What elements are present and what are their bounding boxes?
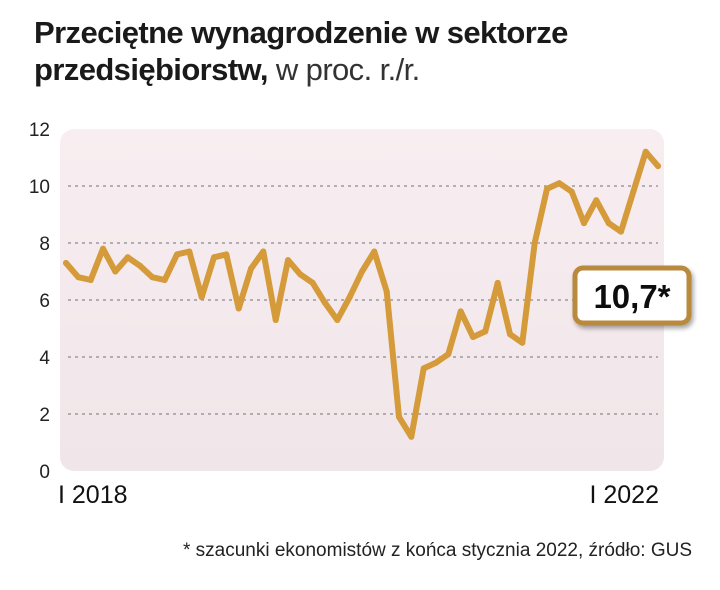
x-tick-label: I 2018	[58, 481, 128, 509]
data-point	[605, 220, 612, 227]
footnote: * szacunki ekonomistów z końca stycznia …	[182, 540, 692, 561]
data-point	[186, 248, 193, 255]
data-point	[309, 279, 316, 286]
data-point	[618, 228, 624, 235]
data-point	[420, 365, 427, 372]
data-point	[531, 240, 538, 246]
value-callout-box	[572, 265, 692, 326]
data-point	[568, 188, 575, 195]
y-axis: 0 2 4 6 8 10 12	[29, 120, 51, 483]
data-point	[556, 180, 563, 187]
data-point	[359, 268, 365, 275]
data-point	[433, 359, 439, 366]
data-point	[260, 248, 267, 255]
y-tick-label: 10	[29, 177, 50, 198]
data-point	[383, 288, 390, 295]
data-point	[87, 277, 94, 283]
y-tick-label: 2	[39, 405, 50, 426]
data-point	[334, 317, 341, 323]
value-callout: 10,7*	[572, 265, 692, 326]
data-point	[371, 248, 378, 255]
data-point	[235, 305, 242, 312]
data-point	[470, 334, 476, 340]
data-point	[346, 294, 353, 301]
data-point	[581, 220, 587, 227]
y-tick-label: 12	[29, 120, 50, 141]
data-point	[494, 279, 501, 286]
data-point	[544, 185, 550, 192]
data-point	[630, 188, 637, 195]
data-point	[457, 308, 464, 315]
data-point	[507, 331, 513, 338]
data-point	[482, 328, 489, 335]
data-point	[408, 433, 415, 440]
data-point	[211, 254, 217, 261]
data-point	[519, 339, 526, 346]
data-point	[137, 262, 143, 269]
chart-title-bold: Przeciętne wynagrodzenie w sektorze prze…	[34, 15, 568, 87]
data-point	[124, 254, 131, 261]
data-point	[396, 413, 402, 420]
x-tick-label: I 2022	[589, 481, 659, 509]
data-point	[198, 294, 205, 301]
y-tick-label: 6	[39, 291, 50, 312]
value-callout-label: 10,7*	[593, 278, 670, 315]
data-point	[297, 271, 304, 278]
x-axis: I 2018 I 2022	[58, 481, 659, 509]
data-point	[112, 268, 119, 275]
data-point	[642, 148, 649, 155]
data-points	[63, 148, 661, 440]
data-point	[149, 274, 156, 281]
data-point	[174, 251, 180, 258]
data-point	[322, 299, 328, 306]
chart-title: Przeciętne wynagrodzenie w sektorze prze…	[34, 14, 694, 88]
data-point	[593, 197, 600, 204]
data-point	[161, 277, 168, 283]
y-tick-label: 4	[39, 348, 50, 369]
data-point	[75, 274, 82, 281]
data-point	[272, 317, 279, 323]
chart-title-unit: w proc. r./r.	[275, 52, 420, 87]
data-point	[63, 260, 69, 266]
y-tick-label: 8	[39, 234, 50, 255]
data-point	[445, 351, 452, 358]
data-point	[655, 163, 661, 170]
data-point	[100, 245, 106, 252]
data-point	[223, 251, 230, 258]
data-point	[285, 257, 291, 264]
data-point	[248, 265, 254, 272]
y-tick-label: 0	[39, 462, 50, 483]
